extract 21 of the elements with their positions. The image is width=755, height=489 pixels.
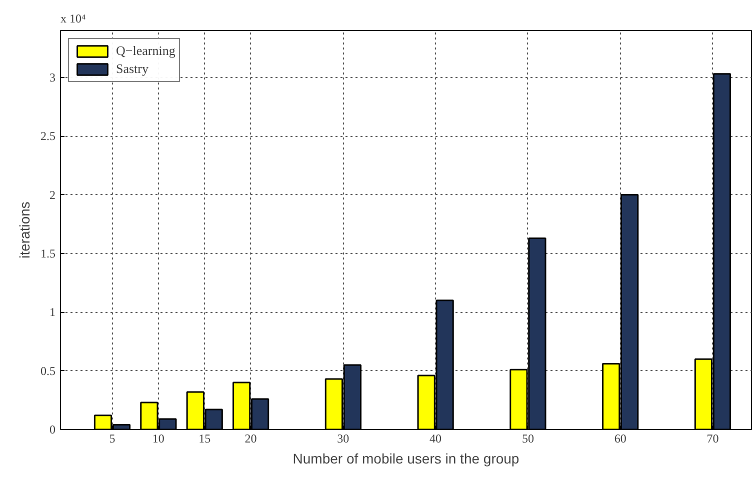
y-tick-label: 2.5 bbox=[40, 129, 56, 144]
x-tick-label: 15 bbox=[198, 432, 211, 446]
x-tick-label: 60 bbox=[614, 432, 626, 446]
legend-label: Sastry bbox=[116, 61, 148, 77]
x-tick-label: 20 bbox=[244, 432, 257, 446]
legend-label: Q−learning bbox=[116, 43, 176, 59]
x-tick-label: 30 bbox=[337, 432, 350, 446]
text: x 10⁴ bbox=[60, 12, 86, 26]
y-tick-label: 2 bbox=[50, 188, 56, 202]
y-tick-label: 1 bbox=[50, 305, 56, 320]
x-tick-label: 70 bbox=[706, 432, 719, 446]
y-tick-label: 3 bbox=[50, 70, 56, 84]
x-tick-label: 50 bbox=[522, 432, 534, 446]
x-tick-label: 40 bbox=[430, 432, 442, 446]
y-tick-label: 1.5 bbox=[40, 246, 56, 260]
y-axis-title: iterations bbox=[16, 202, 32, 258]
y-tick-label: 0.5 bbox=[40, 364, 56, 378]
x-axis-title: Number of mobile users in the group bbox=[292, 450, 520, 466]
y-tick-label: 0 bbox=[50, 422, 56, 436]
x-tick-label: 5 bbox=[109, 432, 116, 446]
x-tick-label: 10 bbox=[152, 432, 164, 446]
